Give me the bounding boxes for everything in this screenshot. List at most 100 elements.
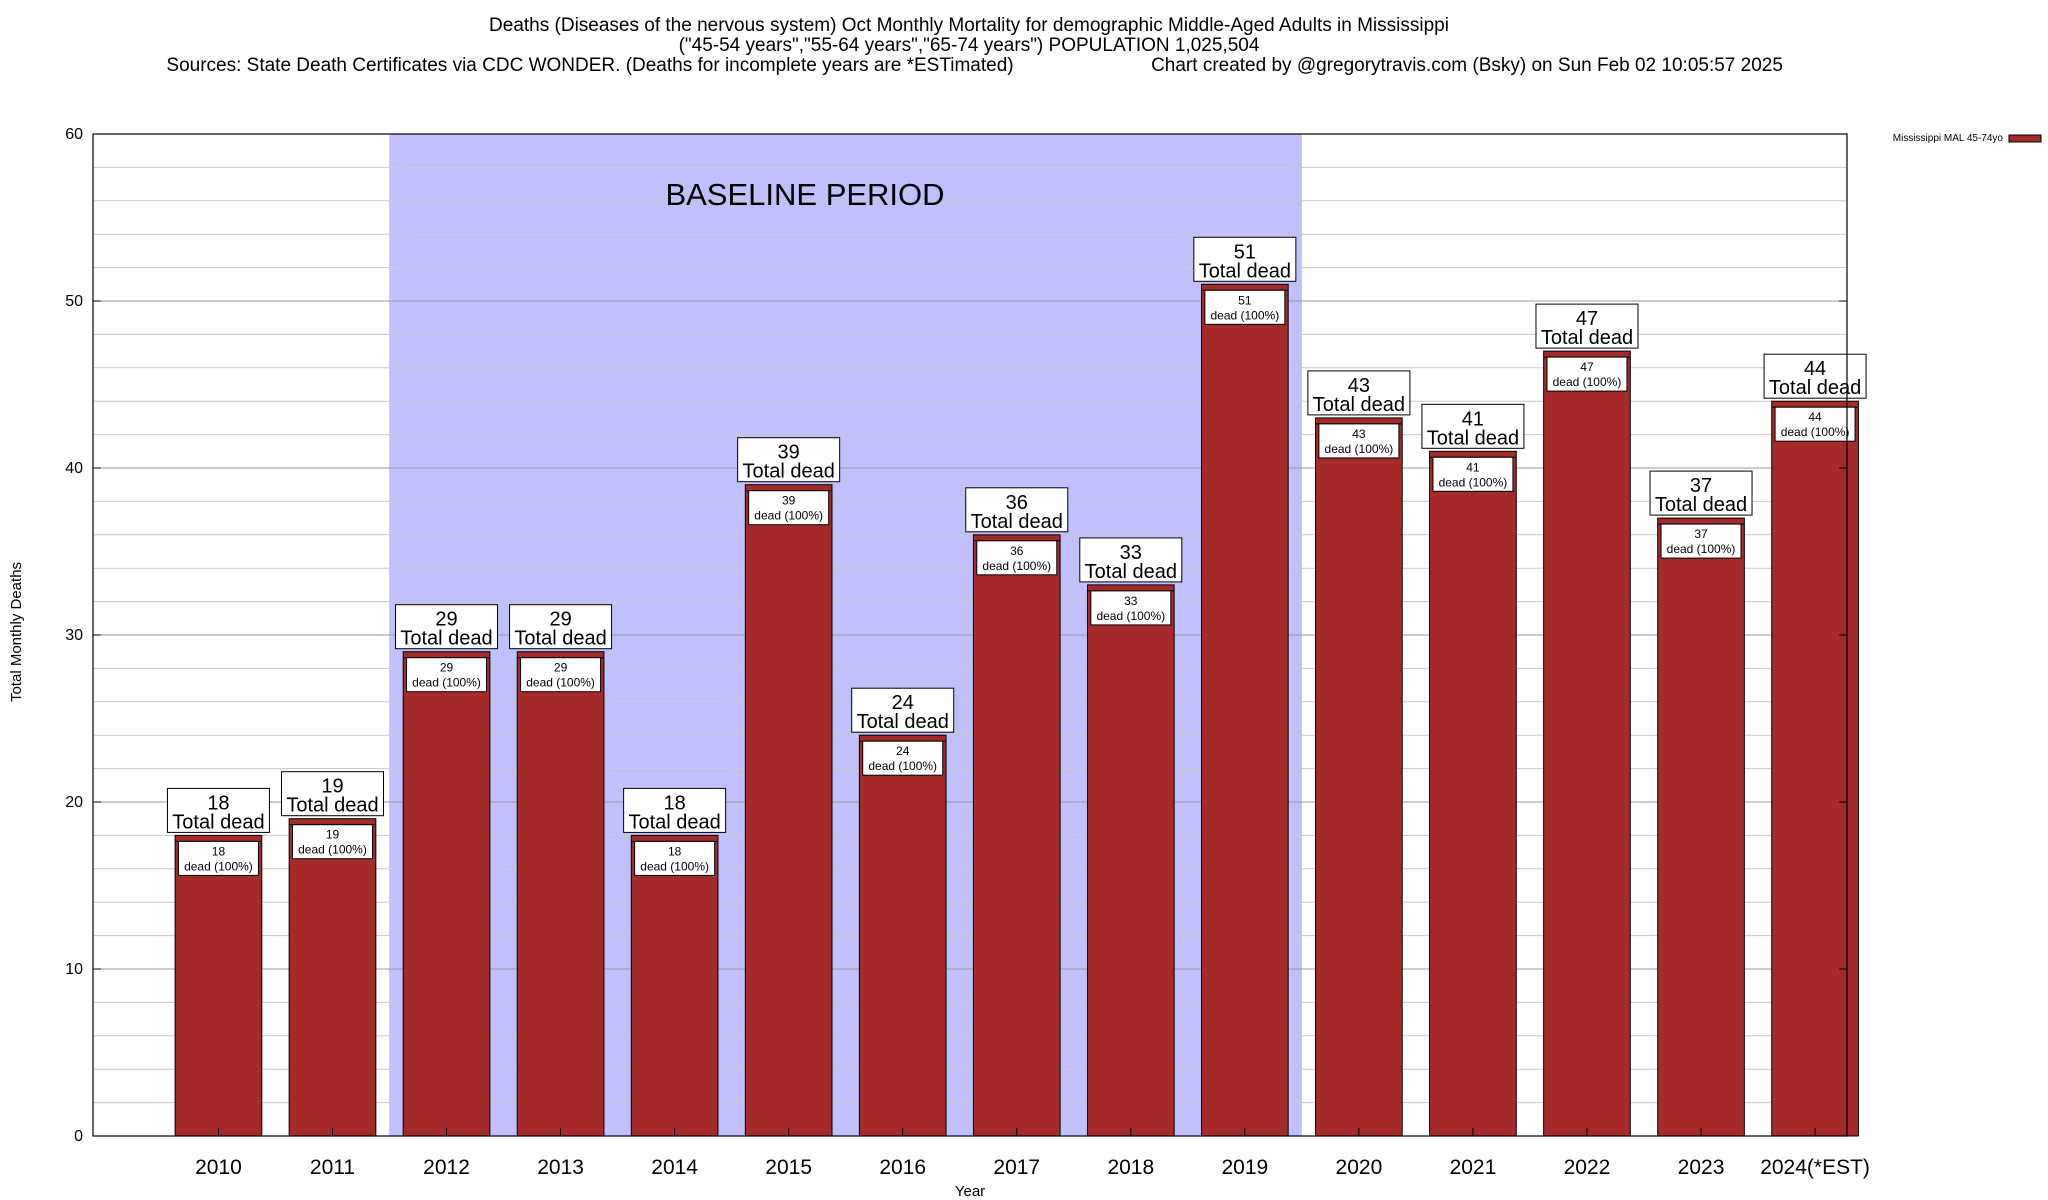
bar bbox=[744, 484, 833, 1137]
inner-label-value: 18 bbox=[668, 844, 682, 858]
top-label-value: 33 bbox=[1120, 542, 1142, 564]
bar bbox=[1315, 417, 1403, 1137]
top-label-box bbox=[737, 437, 841, 483]
x-tick-label: 2019 bbox=[1221, 1156, 1268, 1179]
top-label-box bbox=[280, 771, 384, 817]
inner-label-value: 37 bbox=[1694, 527, 1708, 541]
inner-label-box bbox=[1318, 423, 1400, 459]
inner-label-text: dead (100%) bbox=[1210, 308, 1279, 322]
inner-label-box bbox=[1204, 289, 1286, 325]
top-label-value: 43 bbox=[1348, 375, 1370, 397]
y-tick-label: 50 bbox=[65, 293, 83, 310]
chart-credit-text: Chart created by @gregorytravis.com (Bsk… bbox=[1151, 55, 1783, 76]
top-label-value: 29 bbox=[549, 609, 571, 631]
y-axis-label: Total Monthly Deaths bbox=[8, 562, 25, 702]
bar bbox=[630, 834, 719, 1137]
legend-label: Mississippi MAL 45-74yo bbox=[1893, 133, 2004, 144]
inner-label-box bbox=[862, 740, 944, 776]
top-label-box bbox=[1079, 537, 1183, 583]
top-label-value: 19 bbox=[321, 776, 343, 798]
top-label-value: 47 bbox=[1576, 308, 1598, 330]
bar bbox=[972, 534, 1061, 1137]
inner-label-text: dead (100%) bbox=[1667, 542, 1736, 556]
inner-label-text: dead (100%) bbox=[184, 859, 253, 873]
inner-label-text: dead (100%) bbox=[868, 759, 937, 773]
top-label-box bbox=[851, 687, 955, 733]
inner-label-value: 24 bbox=[896, 744, 910, 758]
y-tick-label: 0 bbox=[74, 1128, 83, 1145]
top-label-value: 18 bbox=[207, 792, 229, 814]
top-label-value: 29 bbox=[435, 609, 457, 631]
top-label-value: 24 bbox=[892, 692, 914, 714]
top-label-text: Total dead bbox=[1085, 561, 1177, 583]
inner-label-value: 18 bbox=[212, 844, 226, 858]
bar bbox=[402, 651, 491, 1137]
top-label-box bbox=[1307, 370, 1411, 416]
top-label-text: Total dead bbox=[1769, 377, 1861, 399]
y-tick-label: 40 bbox=[65, 460, 83, 477]
top-label-value: 39 bbox=[778, 442, 800, 464]
inner-label-value: 39 bbox=[782, 494, 796, 508]
y-tick-label: 20 bbox=[65, 794, 83, 811]
bars bbox=[174, 283, 1859, 1137]
y-tick-label: 60 bbox=[65, 126, 83, 143]
bar bbox=[1086, 584, 1175, 1137]
inner-label-box bbox=[1432, 456, 1514, 492]
inner-label-value: 19 bbox=[326, 828, 340, 842]
x-tick-label: 2021 bbox=[1450, 1156, 1497, 1179]
inner-label-text: dead (100%) bbox=[298, 843, 367, 857]
top-label-text: Total dead bbox=[1655, 494, 1747, 516]
x-tick-label: 2010 bbox=[195, 1156, 242, 1179]
x-tick-label: 2015 bbox=[765, 1156, 812, 1179]
x-tick-label: 2012 bbox=[423, 1156, 470, 1179]
inner-label-value: 36 bbox=[1010, 544, 1024, 558]
inner-label-value: 29 bbox=[554, 661, 568, 675]
top-label-text: Total dead bbox=[1427, 427, 1519, 449]
x-axis-label: Year bbox=[955, 1183, 985, 1200]
bar bbox=[516, 651, 605, 1137]
top-label-box bbox=[1535, 303, 1639, 349]
inner-label-text: dead (100%) bbox=[526, 676, 595, 690]
top-label-box bbox=[623, 787, 727, 833]
chart-source-text: Sources: State Death Certificates via CD… bbox=[166, 55, 1013, 76]
inner-label-value: 41 bbox=[1466, 460, 1480, 474]
x-tick-label: 2011 bbox=[310, 1156, 355, 1179]
inner-label-text: dead (100%) bbox=[1553, 375, 1622, 389]
inner-label-box bbox=[177, 840, 259, 876]
inner-label-value: 51 bbox=[1238, 293, 1252, 307]
top-label-text: Total dead bbox=[1199, 260, 1291, 282]
inner-label-box bbox=[406, 657, 488, 693]
top-label-box bbox=[1193, 236, 1297, 282]
top-label-box bbox=[166, 787, 270, 833]
y-tick-label: 10 bbox=[65, 961, 83, 978]
top-label-text: Total dead bbox=[743, 461, 835, 483]
bar bbox=[1657, 517, 1745, 1137]
top-label-text: Total dead bbox=[857, 711, 949, 733]
inner-label-box bbox=[1090, 590, 1172, 626]
top-label-box bbox=[1763, 353, 1867, 399]
top-label-value: 41 bbox=[1462, 408, 1484, 430]
inner-label-box bbox=[520, 657, 602, 693]
bar bbox=[1201, 283, 1289, 1137]
top-label-box bbox=[965, 487, 1069, 533]
x-tick-label: 2020 bbox=[1336, 1156, 1383, 1179]
x-tick-label: 2017 bbox=[993, 1156, 1040, 1179]
top-label-text: Total dead bbox=[971, 511, 1063, 533]
inner-label-box bbox=[291, 824, 373, 860]
legend-swatch bbox=[2008, 134, 2042, 143]
bar bbox=[1543, 350, 1631, 1137]
inner-label-value: 29 bbox=[440, 661, 454, 675]
chart-title-line-1: Deaths (Diseases of the nervous system) … bbox=[489, 15, 1449, 36]
y-tick-label: 30 bbox=[65, 627, 83, 644]
x-tick-label: 2024(*EST) bbox=[1760, 1156, 1870, 1179]
axes: 0 10 20 30 40 50 60 2010 2011 2012 2013 2014 2015 201… bbox=[65, 126, 1870, 1179]
inner-label-value: 43 bbox=[1352, 427, 1366, 441]
top-label-text: Total dead bbox=[400, 628, 492, 650]
inner-label-text: dead (100%) bbox=[1096, 609, 1165, 623]
legend: Mississippi MAL 45-74yo bbox=[1893, 133, 2042, 144]
bar bbox=[1771, 400, 1859, 1137]
bar bbox=[1429, 450, 1517, 1137]
top-label-box bbox=[509, 604, 613, 650]
top-label-text: Total dead bbox=[286, 795, 378, 817]
